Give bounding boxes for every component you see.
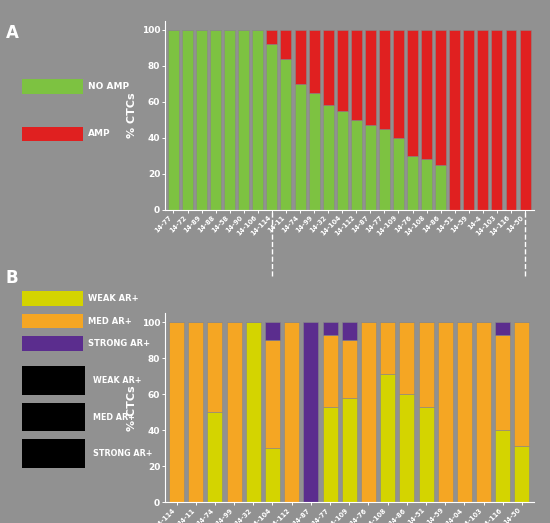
Bar [337, 30, 348, 111]
Bar [438, 322, 453, 502]
Text: STRONG AR+: STRONG AR+ [94, 449, 153, 458]
Bar [207, 322, 222, 412]
Bar [351, 30, 362, 120]
Bar [393, 30, 404, 138]
Bar [419, 407, 433, 502]
Bar [210, 30, 221, 210]
Bar [342, 322, 357, 340]
Bar [322, 407, 338, 502]
Text: MED AR+: MED AR+ [94, 413, 135, 422]
Bar [399, 322, 414, 394]
Bar [399, 394, 414, 502]
Text: AMP: AMP [88, 129, 111, 139]
Text: STRONG AR+: STRONG AR+ [88, 339, 150, 348]
Bar [265, 322, 280, 340]
Text: WEAK AR+: WEAK AR+ [88, 294, 139, 303]
Bar [407, 30, 418, 156]
Text: WEAK AR+: WEAK AR+ [94, 376, 142, 385]
Bar [407, 156, 418, 210]
Bar [365, 30, 376, 125]
Text: NO AMP: NO AMP [88, 82, 129, 92]
Bar [322, 335, 338, 407]
Bar [342, 340, 357, 398]
Bar [421, 30, 432, 160]
Bar [365, 125, 376, 210]
Bar [520, 30, 531, 210]
Bar [476, 322, 491, 502]
Bar [342, 398, 357, 502]
Bar [393, 138, 404, 210]
Bar [421, 160, 432, 210]
Text: B: B [6, 269, 18, 287]
Bar [380, 374, 395, 502]
Bar [227, 322, 241, 502]
Bar [496, 335, 510, 430]
Bar [169, 322, 184, 502]
Bar [207, 412, 222, 502]
Bar [266, 44, 277, 210]
Bar [224, 30, 235, 210]
Y-axis label: % CTCs: % CTCs [128, 385, 138, 430]
Bar [419, 322, 433, 407]
Bar [457, 322, 472, 502]
Bar [265, 340, 280, 448]
Bar [238, 30, 249, 210]
Bar [188, 322, 203, 502]
Bar [492, 30, 502, 210]
Bar [265, 448, 280, 502]
Bar [323, 30, 334, 105]
Text: A: A [6, 24, 18, 41]
Bar [280, 30, 292, 59]
Bar [505, 30, 516, 210]
Bar [309, 93, 320, 210]
Bar [477, 30, 488, 210]
Bar [435, 165, 446, 210]
Bar [380, 322, 395, 374]
Bar [379, 30, 390, 129]
Bar [252, 30, 263, 210]
Bar [514, 322, 530, 446]
Bar [322, 322, 338, 335]
Bar [266, 30, 277, 44]
Text: MED AR+: MED AR+ [88, 316, 132, 326]
Bar [168, 30, 179, 210]
Y-axis label: % CTCs: % CTCs [128, 93, 138, 138]
Bar [323, 105, 334, 210]
Bar [435, 30, 446, 165]
Bar [309, 30, 320, 93]
Bar [182, 30, 193, 210]
Bar [514, 446, 530, 502]
Bar [361, 322, 376, 502]
Bar [496, 322, 510, 335]
Bar [379, 129, 390, 210]
Bar [284, 322, 299, 502]
Bar [196, 30, 207, 210]
Bar [351, 120, 362, 210]
Bar [280, 59, 292, 210]
Bar [304, 322, 318, 502]
Bar [496, 430, 510, 502]
Bar [295, 84, 305, 210]
Bar [449, 30, 460, 210]
Bar [295, 30, 305, 84]
Bar [246, 322, 261, 502]
Bar [463, 30, 474, 210]
Bar [337, 111, 348, 210]
